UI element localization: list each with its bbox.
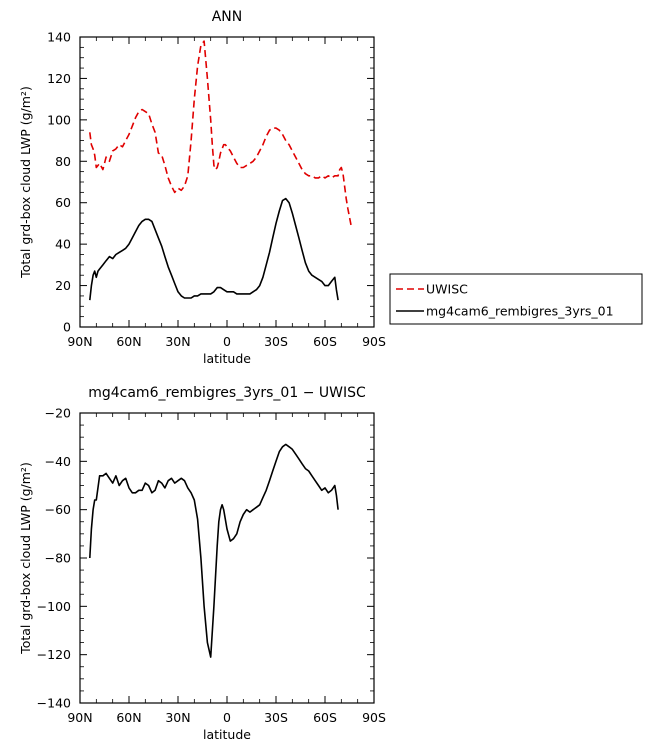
y-tick-label: 140 [47, 30, 71, 45]
y-tick-label: 0 [63, 320, 71, 335]
legend-entry: mg4cam6_rembigres_3yrs_01 [426, 304, 614, 319]
x-tick-label: 90S [362, 710, 386, 725]
series-line-model [89, 197, 339, 301]
x-tick-label: 30N [165, 710, 190, 725]
series-line-model [89, 443, 339, 658]
x-axis-label: latitude [203, 727, 251, 742]
x-tick-label: 0 [223, 334, 231, 349]
x-tick-label: 60N [116, 334, 141, 349]
y-tick-label: −140 [37, 696, 71, 711]
x-tick-label: 0 [223, 710, 231, 725]
chart-title: mg4cam6_rembigres_3yrs_01 − UWISC [88, 385, 366, 401]
x-tick-label: 30S [264, 334, 288, 349]
y-axis-label: Total grd-box cloud LWP (g/m²) [18, 462, 33, 655]
x-tick-label: 90N [67, 710, 92, 725]
y-tick-label: 100 [47, 112, 71, 127]
x-tick-label: 30N [165, 334, 190, 349]
y-tick-label: 80 [55, 154, 71, 169]
x-tick-label: 60S [313, 710, 337, 725]
legend: UWISC mg4cam6_rembigres_3yrs_01 [389, 273, 643, 325]
y-tick-label: −40 [45, 454, 71, 469]
y-tick-label: −80 [45, 551, 71, 566]
y-tick-label: −20 [45, 406, 71, 421]
top-panel: ANN 90N 60N 30N 0 30S 60S 90S 0 20 40 60 80 100 120 140… [18, 9, 386, 366]
y-tick-label: 20 [55, 278, 71, 293]
y-tick-label: 120 [47, 71, 71, 86]
y-axis-label: Total grd-box cloud LWP (g/m²) [18, 86, 33, 279]
x-tick-label: 60N [116, 710, 141, 725]
plot-frame [79, 412, 375, 704]
x-tick-label: 30S [264, 710, 288, 725]
chart-title: ANN [212, 9, 243, 25]
y-tick-label: −100 [37, 599, 71, 614]
x-tick-label: 60S [313, 334, 337, 349]
y-tick-label: 40 [55, 237, 71, 252]
legend-box [389, 273, 643, 325]
series-line-uwisc [89, 40, 352, 226]
x-tick-label: 90S [362, 334, 386, 349]
y-tick-label: −60 [45, 502, 71, 517]
bottom-panel: mg4cam6_rembigres_3yrs_01 − UWISC 90N 60N 3… [18, 385, 386, 742]
y-tick-label: 60 [55, 195, 71, 210]
x-tick-label: 90N [67, 334, 92, 349]
y-tick-label: −120 [37, 647, 71, 662]
x-axis-label: latitude [203, 351, 251, 366]
legend-entry: UWISC [426, 282, 468, 297]
